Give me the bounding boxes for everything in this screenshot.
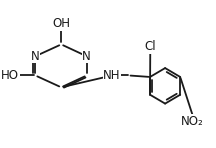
- Text: Cl: Cl: [145, 40, 156, 53]
- Text: N: N: [31, 50, 40, 63]
- Text: N: N: [82, 50, 91, 63]
- Text: NH: NH: [103, 69, 121, 82]
- Text: NO₂: NO₂: [181, 115, 204, 128]
- Text: OH: OH: [52, 17, 70, 30]
- Text: HO: HO: [1, 69, 19, 82]
